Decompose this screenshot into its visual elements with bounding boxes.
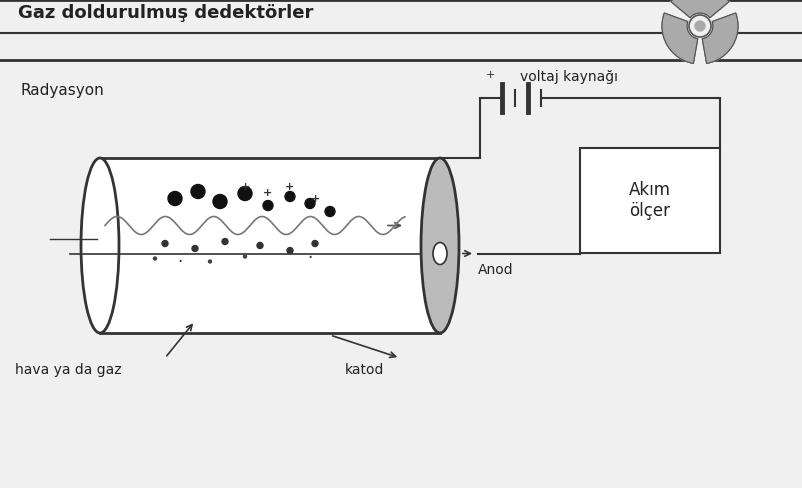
Circle shape bbox=[153, 257, 156, 260]
Text: +: + bbox=[310, 194, 320, 203]
Text: ·: · bbox=[307, 249, 313, 267]
Circle shape bbox=[238, 186, 252, 201]
Circle shape bbox=[287, 247, 293, 253]
Circle shape bbox=[695, 21, 705, 31]
Circle shape bbox=[191, 184, 205, 199]
Circle shape bbox=[168, 191, 182, 205]
Text: +: + bbox=[286, 182, 294, 191]
Wedge shape bbox=[662, 13, 698, 63]
Text: +: + bbox=[485, 70, 495, 80]
Wedge shape bbox=[703, 13, 738, 63]
Text: hava ya da gaz: hava ya da gaz bbox=[15, 363, 122, 377]
Wedge shape bbox=[671, 0, 729, 18]
Bar bbox=[100, 158, 440, 333]
Text: ·: · bbox=[177, 252, 183, 270]
Wedge shape bbox=[662, 13, 698, 63]
Circle shape bbox=[209, 260, 212, 263]
Wedge shape bbox=[703, 13, 738, 63]
Circle shape bbox=[305, 199, 315, 208]
Circle shape bbox=[257, 243, 263, 248]
Circle shape bbox=[192, 245, 198, 251]
Circle shape bbox=[213, 195, 227, 208]
Ellipse shape bbox=[433, 243, 447, 264]
Circle shape bbox=[285, 191, 295, 202]
Text: voltaj kaynağı: voltaj kaynağı bbox=[520, 70, 618, 84]
Circle shape bbox=[244, 255, 246, 258]
Text: -: - bbox=[548, 67, 553, 80]
Text: Radyasyon: Radyasyon bbox=[20, 83, 103, 98]
Text: Gaz doldurulmuş dedektörler: Gaz doldurulmuş dedektörler bbox=[18, 4, 314, 22]
Wedge shape bbox=[671, 0, 729, 18]
Text: +: + bbox=[241, 182, 249, 191]
Circle shape bbox=[662, 0, 738, 64]
Text: katod: katod bbox=[345, 363, 384, 377]
Circle shape bbox=[312, 241, 318, 246]
Circle shape bbox=[325, 206, 335, 217]
Circle shape bbox=[263, 201, 273, 210]
Ellipse shape bbox=[421, 158, 459, 333]
Circle shape bbox=[162, 241, 168, 246]
Circle shape bbox=[689, 15, 711, 37]
Ellipse shape bbox=[81, 158, 119, 333]
Bar bbox=[580, 148, 720, 253]
Text: +: + bbox=[263, 188, 273, 199]
Text: Akım
ölçer: Akım ölçer bbox=[629, 181, 671, 220]
Text: Anod: Anod bbox=[478, 264, 513, 278]
Circle shape bbox=[222, 239, 228, 244]
